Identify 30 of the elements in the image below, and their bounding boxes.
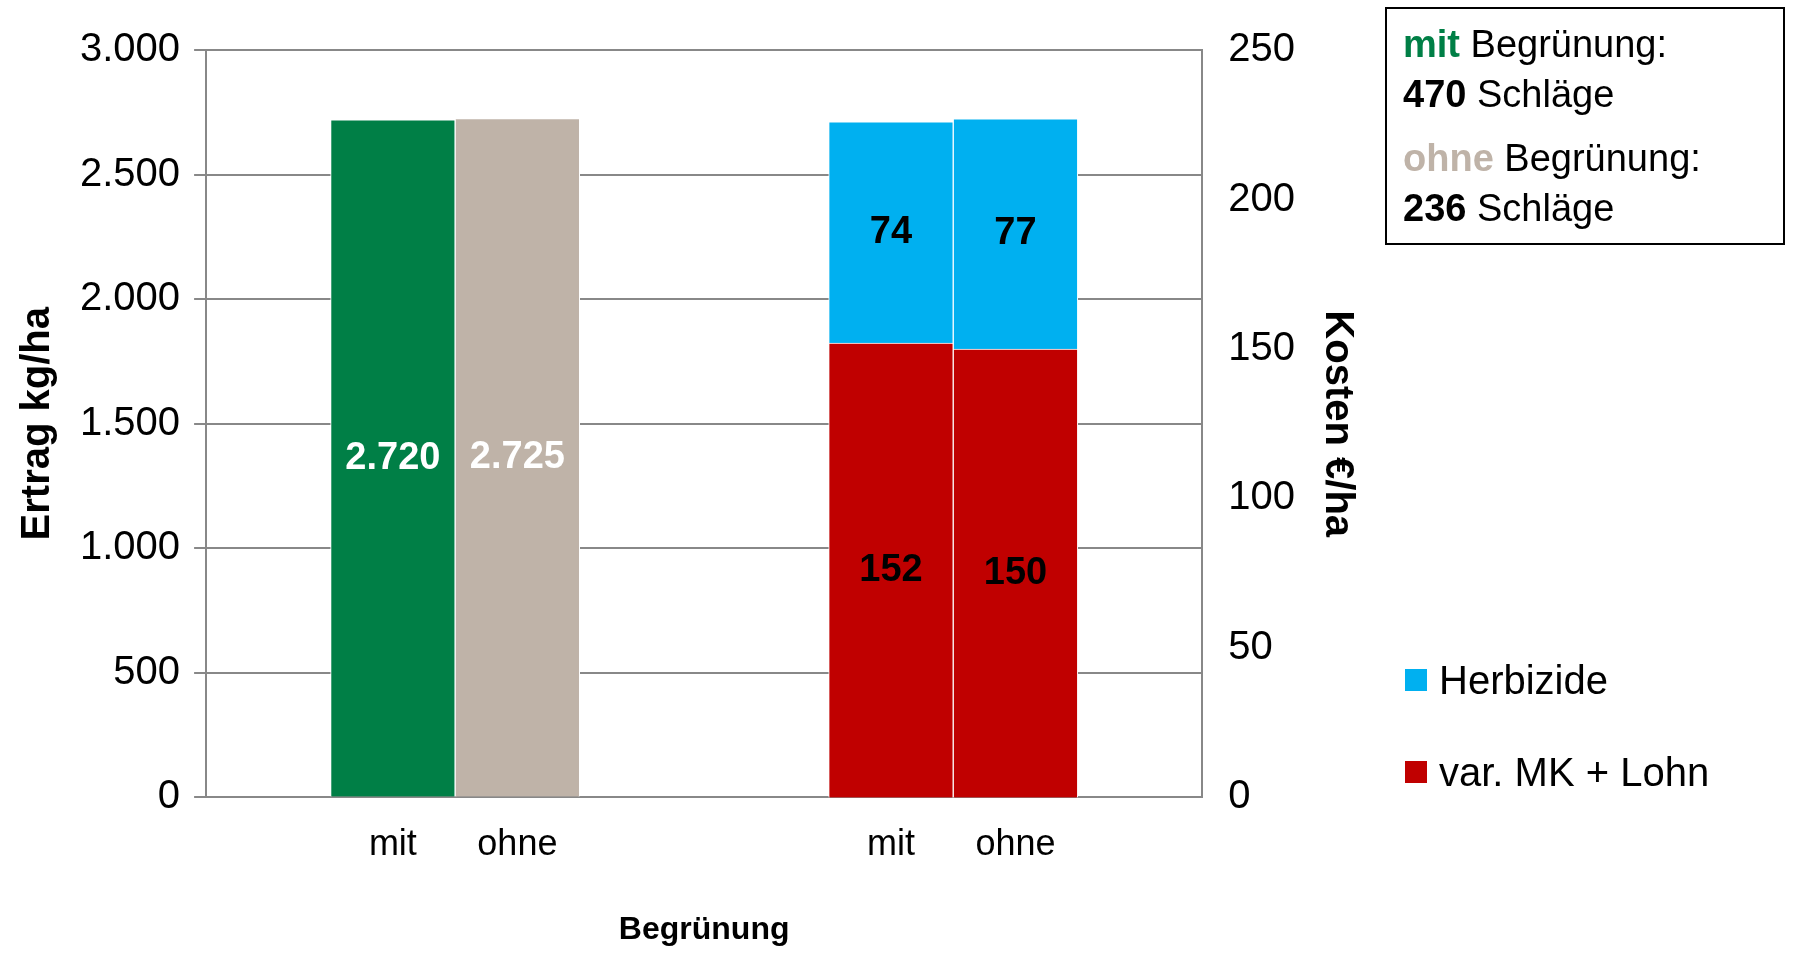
data-label: 2.720 bbox=[345, 434, 441, 477]
y-tick-label: 2.500 bbox=[79, 149, 181, 194]
y2-tick-label: 50 bbox=[1228, 622, 1273, 667]
text: mit Begrünung: 470 Schläge bbox=[1403, 22, 1669, 117]
y2-axis-title: Kosten €/ha bbox=[1317, 310, 1362, 538]
data-label: 2.725 bbox=[469, 433, 565, 476]
legend-label: Herbizide bbox=[1439, 657, 1608, 704]
y-tick-label: 2.000 bbox=[79, 274, 181, 319]
text: ohne Begrünung: 236 Schläge bbox=[1403, 136, 1702, 231]
legend-label: var. MK + Lohn bbox=[1439, 749, 1710, 796]
y2-tick-label: 0 bbox=[1228, 772, 1251, 817]
y-tick-label: 1.500 bbox=[79, 398, 181, 443]
x-axis-title: Begrünung bbox=[618, 909, 790, 946]
x-tick-label: mit bbox=[368, 821, 417, 863]
y2-tick-label: 150 bbox=[1228, 323, 1296, 368]
y-tick-label: 1.000 bbox=[79, 523, 181, 568]
y2-tick-label: 200 bbox=[1228, 174, 1296, 219]
data-label: 77 bbox=[994, 210, 1037, 253]
data-label: 152 bbox=[859, 546, 923, 589]
y-tick-label: 0 bbox=[157, 772, 181, 817]
x-tick-label: ohne bbox=[477, 821, 558, 863]
data-label: 150 bbox=[983, 549, 1048, 592]
x-tick-label: mit bbox=[866, 821, 915, 863]
y-tick-label: 500 bbox=[113, 647, 181, 692]
y-tick-label: 3.000 bbox=[79, 25, 181, 70]
y2-tick-label: 100 bbox=[1228, 473, 1296, 518]
y-axis-title: Ertrag kg/ha bbox=[13, 306, 58, 541]
y2-tick-label: 250 bbox=[1228, 25, 1296, 70]
data-label: 74 bbox=[869, 208, 913, 251]
x-tick-label: ohne bbox=[975, 821, 1056, 863]
